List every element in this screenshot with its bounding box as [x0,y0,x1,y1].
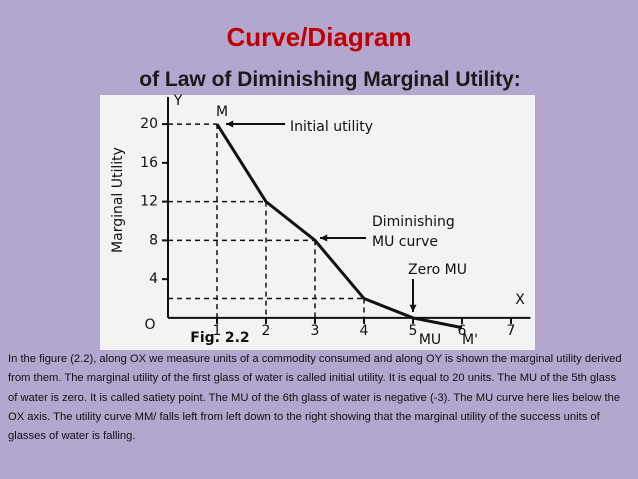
slide-title: Curve/Diagram [226,22,412,52]
y-tick-label: 20 [140,116,158,132]
annotation: Fig. 2.2 [190,330,249,346]
figure-background [100,95,535,350]
y-tick-label: 12 [140,194,158,210]
y-tick-label: 8 [149,232,158,248]
arrow-head [226,120,234,128]
annotation: Diminishing [372,214,455,230]
x-tick-label: 1 [213,323,222,339]
origin-label: O [144,317,155,333]
x-tick-label: 6 [458,323,467,339]
x-axis-name: X [515,292,525,308]
annotation: M [216,104,228,120]
arrow-head [320,234,328,242]
body-text: In the figure (2.2), along OX we measure… [8,353,622,443]
x-tick-label: 2 [262,323,271,339]
slide-subtitle: of Law of Diminishing Marginal Utility: [139,68,521,91]
x-tick-label: 4 [360,323,369,339]
y-tick-label: 16 [140,155,158,171]
mu-curve [215,123,463,330]
y-axis-name: Y [173,93,183,109]
annotation: Initial utility [290,119,373,135]
x-tick-label: 5 [409,323,418,339]
arrow-head [409,304,417,312]
annotation: Zero MU [408,262,467,278]
x-tick-label: 7 [507,323,516,339]
annotation: M' [462,332,478,348]
y-tick-label: 4 [149,271,158,287]
x-tick-label: 3 [311,323,320,339]
annotation: MU curve [372,234,438,250]
annotation: MU [419,332,441,348]
y-axis-label: Marginal Utility [110,147,126,253]
